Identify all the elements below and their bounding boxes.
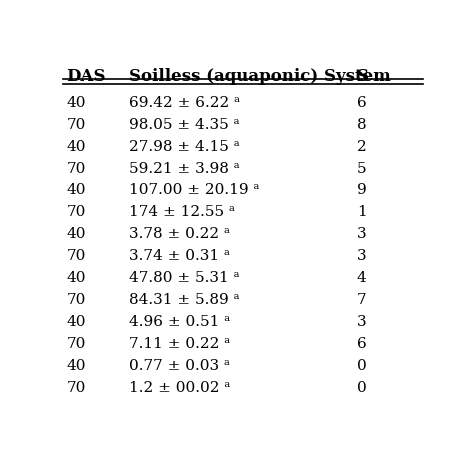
Text: Soilless (aquaponic) System: Soilless (aquaponic) System bbox=[129, 68, 391, 85]
Text: 40: 40 bbox=[66, 359, 86, 373]
Text: 0: 0 bbox=[357, 359, 366, 373]
Text: 59.21 ± 3.98 ᵃ: 59.21 ± 3.98 ᵃ bbox=[129, 162, 240, 175]
Text: 7.11 ± 0.22 ᵃ: 7.11 ± 0.22 ᵃ bbox=[129, 337, 230, 351]
Text: 70: 70 bbox=[66, 337, 86, 351]
Text: 0.77 ± 0.03 ᵃ: 0.77 ± 0.03 ᵃ bbox=[129, 359, 230, 373]
Text: 70: 70 bbox=[66, 205, 86, 219]
Text: 3: 3 bbox=[357, 315, 366, 329]
Text: 40: 40 bbox=[66, 96, 86, 109]
Text: 9: 9 bbox=[357, 183, 366, 198]
Text: 40: 40 bbox=[66, 271, 86, 285]
Text: S: S bbox=[357, 68, 369, 85]
Text: 2: 2 bbox=[357, 139, 366, 154]
Text: 98.05 ± 4.35 ᵃ: 98.05 ± 4.35 ᵃ bbox=[129, 118, 240, 132]
Text: 8: 8 bbox=[357, 118, 366, 132]
Text: 47.80 ± 5.31 ᵃ: 47.80 ± 5.31 ᵃ bbox=[129, 271, 240, 285]
Text: 6: 6 bbox=[357, 96, 366, 109]
Text: 5: 5 bbox=[357, 162, 366, 175]
Text: 70: 70 bbox=[66, 249, 86, 264]
Text: 40: 40 bbox=[66, 183, 86, 198]
Text: 84.31 ± 5.89 ᵃ: 84.31 ± 5.89 ᵃ bbox=[129, 293, 240, 307]
Text: 40: 40 bbox=[66, 315, 86, 329]
Text: 40: 40 bbox=[66, 228, 86, 241]
Text: 3: 3 bbox=[357, 228, 366, 241]
Text: 4.96 ± 0.51 ᵃ: 4.96 ± 0.51 ᵃ bbox=[129, 315, 230, 329]
Text: 1: 1 bbox=[357, 205, 366, 219]
Text: 7: 7 bbox=[357, 293, 366, 307]
Text: 70: 70 bbox=[66, 293, 86, 307]
Text: 69.42 ± 6.22 ᵃ: 69.42 ± 6.22 ᵃ bbox=[129, 96, 240, 109]
Text: 3.78 ± 0.22 ᵃ: 3.78 ± 0.22 ᵃ bbox=[129, 228, 230, 241]
Text: 4: 4 bbox=[357, 271, 366, 285]
Text: 6: 6 bbox=[357, 337, 366, 351]
Text: 1.2 ± 00.02 ᵃ: 1.2 ± 00.02 ᵃ bbox=[129, 381, 230, 395]
Text: 70: 70 bbox=[66, 118, 86, 132]
Text: 107.00 ± 20.19 ᵃ: 107.00 ± 20.19 ᵃ bbox=[129, 183, 260, 198]
Text: 40: 40 bbox=[66, 139, 86, 154]
Text: 3.74 ± 0.31 ᵃ: 3.74 ± 0.31 ᵃ bbox=[129, 249, 230, 264]
Text: 3: 3 bbox=[357, 249, 366, 264]
Text: 0: 0 bbox=[357, 381, 366, 395]
Text: 174 ± 12.55 ᵃ: 174 ± 12.55 ᵃ bbox=[129, 205, 235, 219]
Text: 70: 70 bbox=[66, 162, 86, 175]
Text: 27.98 ± 4.15 ᵃ: 27.98 ± 4.15 ᵃ bbox=[129, 139, 240, 154]
Text: DAS: DAS bbox=[66, 68, 106, 85]
Text: 70: 70 bbox=[66, 381, 86, 395]
